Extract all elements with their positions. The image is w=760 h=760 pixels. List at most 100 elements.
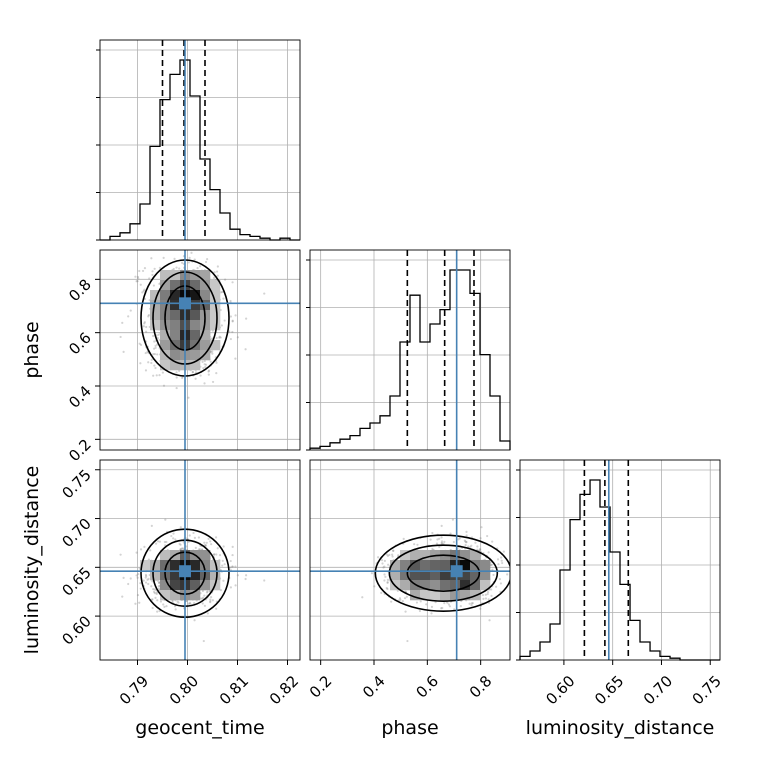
scatter-point [136,576,139,579]
scatter-point [387,563,390,566]
scatter-point [159,600,163,603]
scatter-point [392,549,395,553]
scatter-point [143,288,146,291]
density-cell [160,360,171,371]
scatter-point [223,319,226,322]
density-cell [170,320,181,331]
scatter-point [152,374,155,377]
scatter-point [180,261,184,264]
scatter-point [430,612,433,615]
scatter-point [231,319,234,322]
scatter-point [399,598,402,601]
scatter-point [224,278,227,281]
scatter-point [187,261,190,264]
scatter-point [221,564,224,567]
scatter-point [438,537,441,540]
hist-step-phase [309,269,511,450]
xlabel-2: luminosity_distance [526,717,715,739]
density-cell [200,280,211,291]
scatter-point [469,545,472,548]
scatter-point [215,361,218,364]
scatter-point [122,350,125,354]
scatter-point [193,601,196,605]
scatter-point [234,565,237,568]
scatter-point [386,578,390,582]
scatter-point [129,309,132,312]
scatter-point [144,576,147,579]
density-cell [150,290,161,301]
scatter-point [188,601,191,604]
scatter-point [203,359,206,363]
scatter-point [153,352,156,356]
hist-panel-phase [306,249,511,451]
density-cell [430,580,441,591]
scatter-point [139,548,143,551]
density-cell [400,550,411,561]
scatter-point [245,574,248,577]
scatter-point [229,299,232,303]
scatter-point [138,269,141,273]
scatter-point [155,343,159,346]
density-cell [390,560,401,571]
scatter-point [391,555,394,558]
scatter-point [154,344,157,347]
scatter-point [151,270,154,273]
scatter-point [402,537,405,540]
density-cell [190,590,201,601]
scatter-point [263,579,266,582]
scatter-point [495,585,498,588]
scatter-point [244,577,247,581]
scatter-point [443,540,446,544]
density-cell [190,320,201,331]
scatter-point [416,543,419,546]
scatter-point [173,257,176,260]
scatter-point [158,581,161,584]
scatter-point [152,353,155,356]
density-cell [170,360,181,371]
scatter-point [213,271,216,274]
scatter-point [188,256,191,259]
scatter-point [162,603,165,606]
scatter-point [205,591,209,594]
scatter-point [487,598,490,601]
scatter-point [219,291,223,294]
density-cell [190,300,201,311]
scatter-point [150,257,153,260]
scatter-point [164,518,167,521]
scatter-point [216,274,219,277]
scatter-point [398,597,402,600]
density-cell [200,350,211,361]
scatter-point [385,586,388,590]
scatter-point [144,573,148,577]
scatter-point [147,313,150,317]
scatter-point [470,602,473,605]
scatter-point [194,546,197,549]
xtick-label-geocent_time-2: 0.81 [216,672,252,708]
scatter-point [142,579,145,582]
scatter-point [218,336,221,339]
density-cell [390,570,401,581]
scatter-point [211,599,214,602]
density-cell [170,270,181,281]
scatter-point [177,601,180,604]
scatter-point [458,537,461,540]
scatter-point [175,371,178,374]
scatter-point [180,547,184,550]
scatter-point [215,270,219,273]
scatter-point [231,565,234,568]
density-panel-geocent_time-luminosity_distance [99,459,301,661]
scatter-point [431,547,434,551]
xlabel-1: phase [381,717,438,739]
scatter-point [425,603,428,606]
ylabel-1: phase [21,321,43,378]
density-cell [210,570,221,581]
scatter-point [127,315,130,318]
scatter-point [209,598,212,601]
scatter-point [134,275,137,278]
density-cell [400,570,411,581]
xlabel-0: geocent_time [135,717,264,739]
scatter-point [500,559,503,562]
scatter-point [196,266,199,270]
scatter-point [150,524,153,528]
scatter-point [203,604,206,607]
